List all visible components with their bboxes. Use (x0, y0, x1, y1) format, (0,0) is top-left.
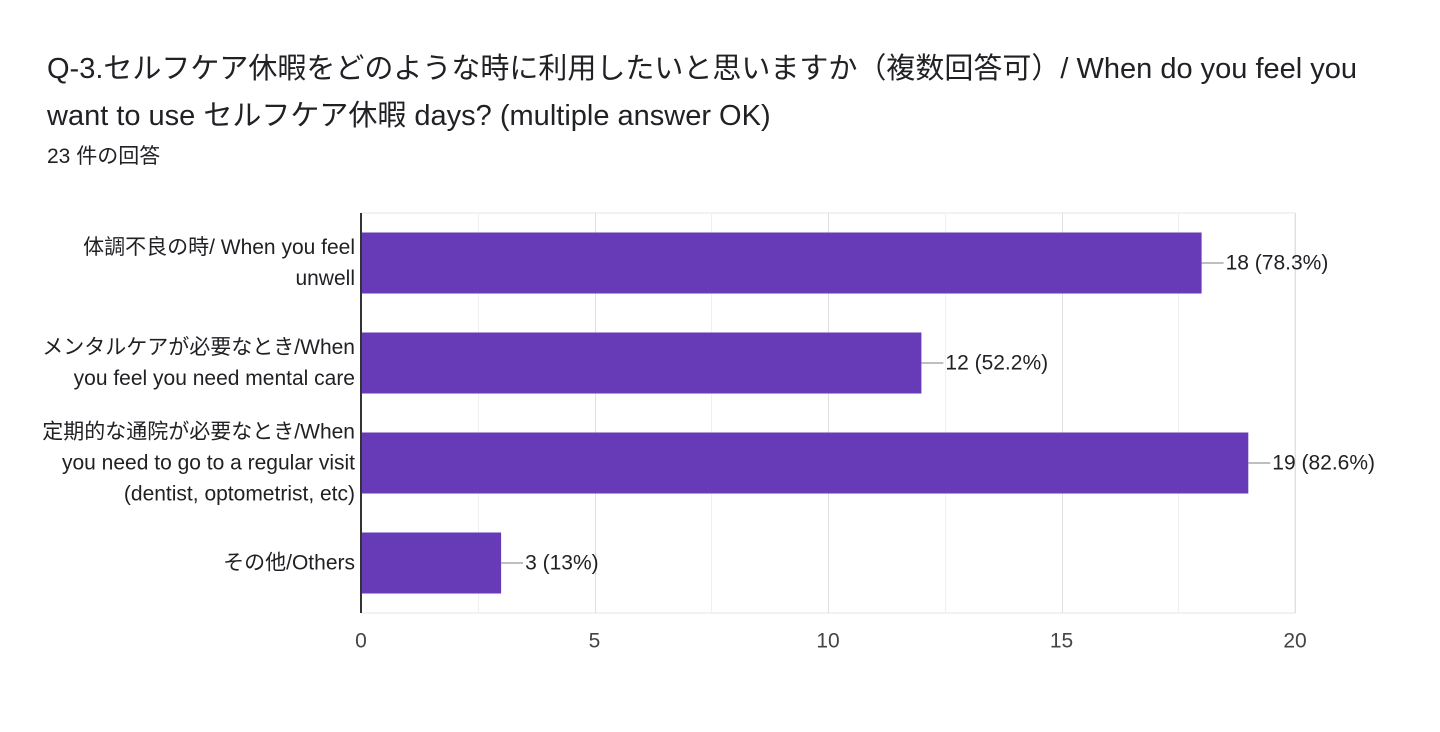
category-label: you feel you need mental care (74, 367, 355, 390)
x-tick-label: 5 (589, 630, 601, 653)
category-label: 体調不良の時/ When you feel (83, 236, 355, 259)
question-title: Q-3.セルフケア休暇をどのような時に利用したいと思いますか（複数回答可）/ W… (47, 53, 1358, 132)
x-tick-label: 20 (1283, 630, 1306, 653)
category-label: (dentist, optometrist, etc) (124, 483, 355, 506)
data-label-1: 18 (78.3%) (1226, 252, 1329, 275)
bar-2[interactable] (361, 332, 922, 394)
x-tick-label: 15 (1050, 630, 1073, 653)
chart-axes: 0 5 10 15 20 (355, 213, 1307, 653)
category-label: unwell (295, 267, 355, 290)
category-label: 定期的な通院が必要なとき/When (42, 421, 355, 444)
bar-3[interactable] (361, 432, 1249, 494)
category-label: メンタルケアが必要なとき/When (42, 336, 355, 359)
bar-4[interactable] (361, 532, 502, 594)
x-tick-label: 0 (355, 630, 367, 653)
data-label-3: 19 (82.6%) (1272, 452, 1375, 475)
data-label-4: 3 (13%) (525, 552, 599, 575)
chart-labels: 18 (78.3%) 12 (52.2%) 19 (82.6%) 3 (13%) 体調不… (42, 236, 1375, 575)
category-label: その他/Others (223, 552, 355, 575)
category-label: you need to go to a regular visit (62, 452, 355, 475)
response-count: 23 件の回答 (47, 145, 161, 168)
chart-bars (361, 232, 1249, 594)
bar-1[interactable] (361, 232, 1202, 294)
x-tick-label: 10 (816, 630, 839, 653)
data-label-2: 12 (52.2%) (945, 352, 1048, 375)
